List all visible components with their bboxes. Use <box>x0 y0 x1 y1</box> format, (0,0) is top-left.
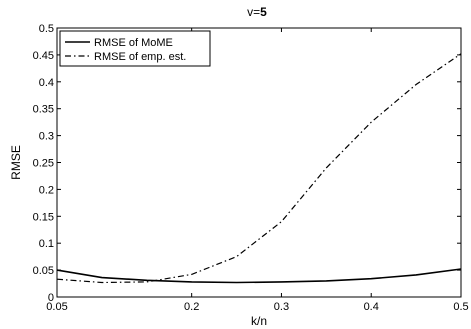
x-tick-label: 0.3 <box>274 301 289 313</box>
series-line-1 <box>56 268 462 284</box>
legend-label-1: RMSE of MoME <box>94 37 173 49</box>
x-axis-label: k/n <box>251 314 267 328</box>
x-tick-label: 0.05 <box>46 301 67 313</box>
y-tick-label: 0.2 <box>39 184 54 196</box>
y-tick-label: 0.15 <box>33 211 54 223</box>
plot-frame <box>56 27 462 298</box>
y-tick-label: 0.4 <box>39 77 54 89</box>
x-tick-label: 0.4 <box>364 301 379 313</box>
y-tick-label: 0.5 <box>39 23 54 35</box>
legend: RMSE of MoME RMSE of emp. est. <box>59 30 211 67</box>
y-tick-label: 0.45 <box>33 50 54 62</box>
y-axis-label: RMSE <box>9 145 23 180</box>
series-line-2 <box>56 53 462 284</box>
chart-title: v=5 <box>247 5 267 19</box>
chart-title-prefix: v= <box>247 5 260 19</box>
x-tick-label: 0.5 <box>453 301 468 313</box>
legend-label-2: RMSE of emp. est. <box>94 51 186 63</box>
ticks-layer: 00.050.10.150.20.250.30.350.40.450.50.05… <box>33 23 469 313</box>
series-layer <box>56 53 462 284</box>
y-tick-label: 0.05 <box>33 265 54 277</box>
y-tick-label: 0.3 <box>39 131 54 143</box>
y-tick-label: 0.25 <box>33 158 54 170</box>
x-tick-label: 0.2 <box>184 301 199 313</box>
legend-box <box>59 30 211 67</box>
y-tick-label: 0.35 <box>33 104 54 116</box>
y-tick-label: 0.1 <box>39 238 54 250</box>
chart-title-value: 5 <box>260 5 267 19</box>
y-tick-label: 0 <box>48 292 54 304</box>
